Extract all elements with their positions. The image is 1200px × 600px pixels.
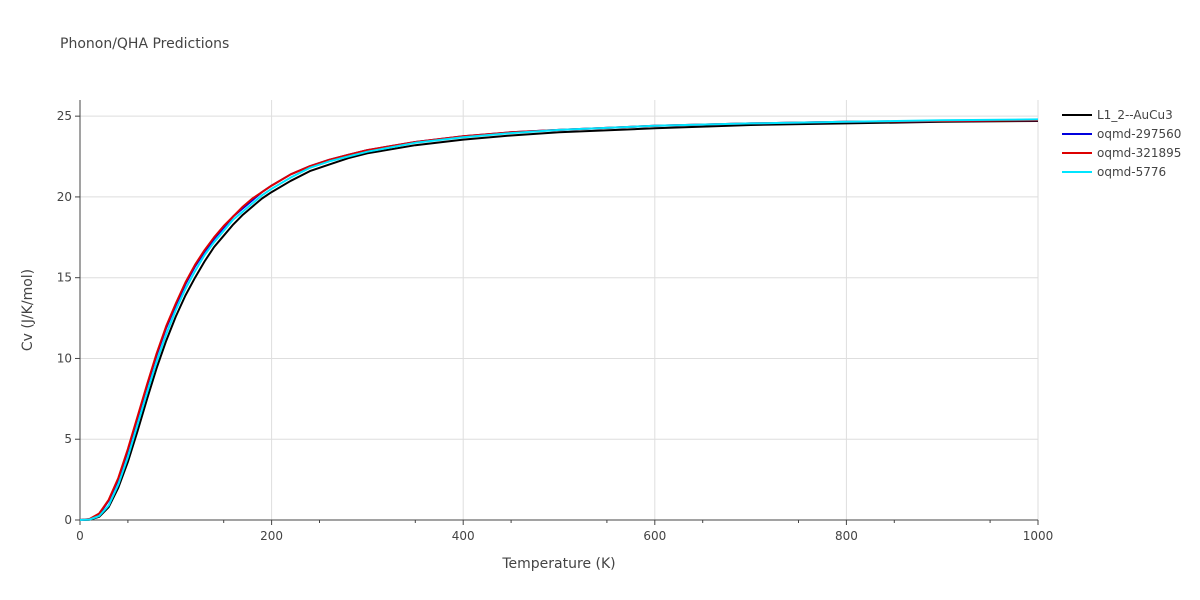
chart-title: Phonon/QHA Predictions <box>60 36 230 52</box>
plot-area <box>79 118 1039 521</box>
series-line-oqmd-297560 <box>79 119 1039 521</box>
x-tick-label: 600 <box>643 529 666 543</box>
series-line-oqmd-5776 <box>79 118 1039 521</box>
y-tick-label: 0 <box>64 513 72 527</box>
grid-lines <box>80 100 1039 520</box>
legend-item[interactable]: oqmd-297560 <box>1062 127 1181 141</box>
y-axis-title: Cv (J/K/mol) <box>20 269 36 351</box>
y-tick-label: 15 <box>57 271 72 285</box>
legend-label: oqmd-5776 <box>1097 165 1166 179</box>
y-tick-label: 10 <box>57 351 72 365</box>
legend-label: oqmd-297560 <box>1097 127 1181 141</box>
series-line-oqmd-321895 <box>79 119 1039 521</box>
legend-label: L1_2--AuCu3 <box>1097 108 1173 122</box>
legend-item[interactable]: oqmd-5776 <box>1062 165 1166 179</box>
legend-item[interactable]: L1_2--AuCu3 <box>1062 108 1173 122</box>
x-tick-label: 0 <box>76 529 84 543</box>
y-tick-label: 25 <box>57 109 72 123</box>
x-tick-label: 800 <box>835 529 858 543</box>
axes: 0 5 10 15 20 25 0 200 400 600 800 1000 <box>57 100 1054 543</box>
x-tick-label: 1000 <box>1023 529 1054 543</box>
series-line-L1_2--AuCu3 <box>79 120 1039 521</box>
y-tick-label: 20 <box>57 190 72 204</box>
x-tick-label: 400 <box>452 529 475 543</box>
legend-label: oqmd-321895 <box>1097 146 1181 160</box>
legend-item[interactable]: oqmd-321895 <box>1062 146 1181 160</box>
legend[interactable]: L1_2--AuCu3 oqmd-297560 oqmd-321895 oqmd-57… <box>1062 108 1181 179</box>
y-tick-label: 5 <box>64 432 72 446</box>
x-tick-label: 200 <box>260 529 283 543</box>
x-axis-title: Temperature (K) <box>501 556 615 572</box>
